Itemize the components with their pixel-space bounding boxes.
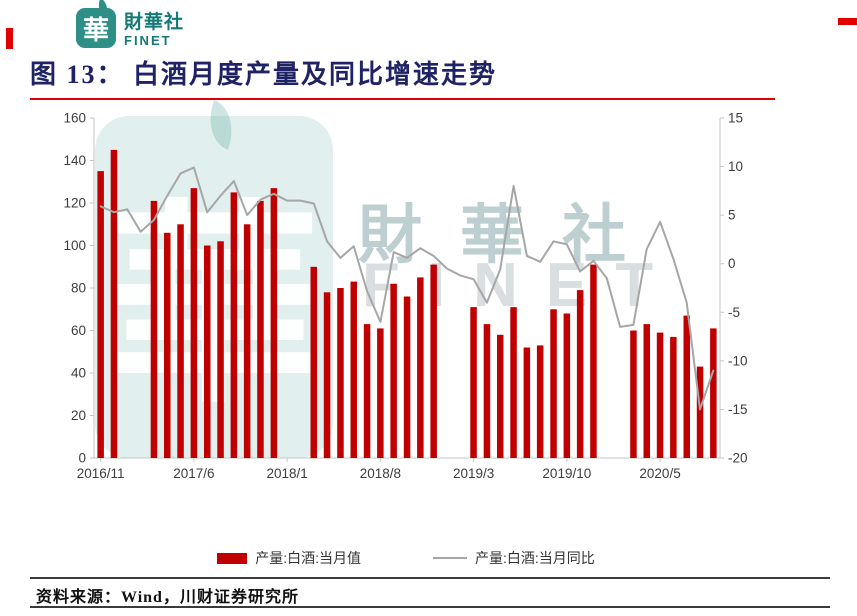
red-frame-mark-top-right (838, 18, 857, 25)
red-frame-mark-left (6, 28, 13, 49)
left-axis-ticks: 160 140 120 100 80 60 40 20 0 (63, 111, 94, 466)
svg-text:60: 60 (71, 323, 86, 338)
footer-rule-top (30, 577, 830, 579)
svg-text:2016/11: 2016/11 (77, 466, 125, 481)
svg-text:2019/3: 2019/3 (453, 466, 494, 481)
svg-text:2017/6: 2017/6 (173, 466, 214, 481)
svg-text:2020/5: 2020/5 (639, 466, 680, 481)
watermark-text-chinese: 財華社 (358, 199, 664, 271)
svg-text:10: 10 (728, 159, 743, 174)
production-bars (97, 149, 717, 459)
svg-text:-10: -10 (728, 353, 748, 368)
svg-text:80: 80 (71, 281, 86, 296)
svg-text:40: 40 (71, 366, 86, 381)
svg-text:0: 0 (728, 256, 736, 271)
watermark-seal: 華 (95, 116, 333, 458)
right-axis-ticks: 15 10 5 0 -5 -10 -15 -20 (720, 111, 748, 466)
svg-text:0: 0 (78, 451, 86, 466)
data-source-note: 资料来源：Wind，川财证券研究所 (36, 589, 299, 606)
svg-text:-5: -5 (728, 305, 740, 320)
svg-text:2019/10: 2019/10 (542, 466, 591, 481)
legend-label-production: 产量:白酒:当月值 (255, 550, 361, 566)
svg-text:2018/8: 2018/8 (360, 466, 401, 481)
svg-text:-15: -15 (728, 402, 748, 417)
chart-legend: 产量:白酒:当月值 产量:白酒:当月同比 (36, 548, 776, 568)
figure-title: 图 13： 白酒月度产量及同比增速走势 (30, 60, 498, 89)
svg-text:100: 100 (63, 238, 86, 253)
svg-text:20: 20 (71, 408, 86, 423)
legend-label-yoy: 产量:白酒:当月同比 (475, 550, 595, 566)
finet-logo-seal: 華 (76, 8, 116, 48)
svg-text:5: 5 (728, 208, 736, 223)
x-axis-ticks: 2016/11 2017/6 2018/1 2018/8 2019/3 2019/10 20… (77, 458, 681, 481)
yoy-line (99, 166, 715, 411)
brand-block: 財華社 FINET (124, 12, 185, 48)
legend-item-yoy: 产量:白酒:当月同比 (433, 548, 595, 568)
logo-seal-character: 華 (82, 14, 109, 45)
brand-name-english: FINET (124, 32, 172, 48)
footer-rule-bottom (30, 606, 830, 608)
svg-text:2018/1: 2018/1 (266, 466, 307, 481)
svg-text:120: 120 (63, 196, 86, 211)
watermark-text-english: FINET (362, 251, 682, 320)
title-underline (30, 98, 775, 100)
svg-text:140: 140 (63, 153, 86, 168)
svg-text:15: 15 (728, 111, 743, 126)
legend-line-swatch (433, 557, 467, 559)
watermark-seal-character: 華 (106, 185, 322, 427)
svg-text:-20: -20 (728, 451, 748, 466)
svg-text:160: 160 (63, 111, 86, 126)
production-yoy-combo-chart: 160 140 120 100 80 60 40 20 0 15 10 5 0 -5 -10 -15 -20 20… (63, 111, 748, 482)
legend-item-production: 产量:白酒:当月值 (217, 548, 361, 568)
brand-name-chinese: 財華社 (124, 12, 185, 33)
legend-bar-swatch (217, 552, 248, 564)
